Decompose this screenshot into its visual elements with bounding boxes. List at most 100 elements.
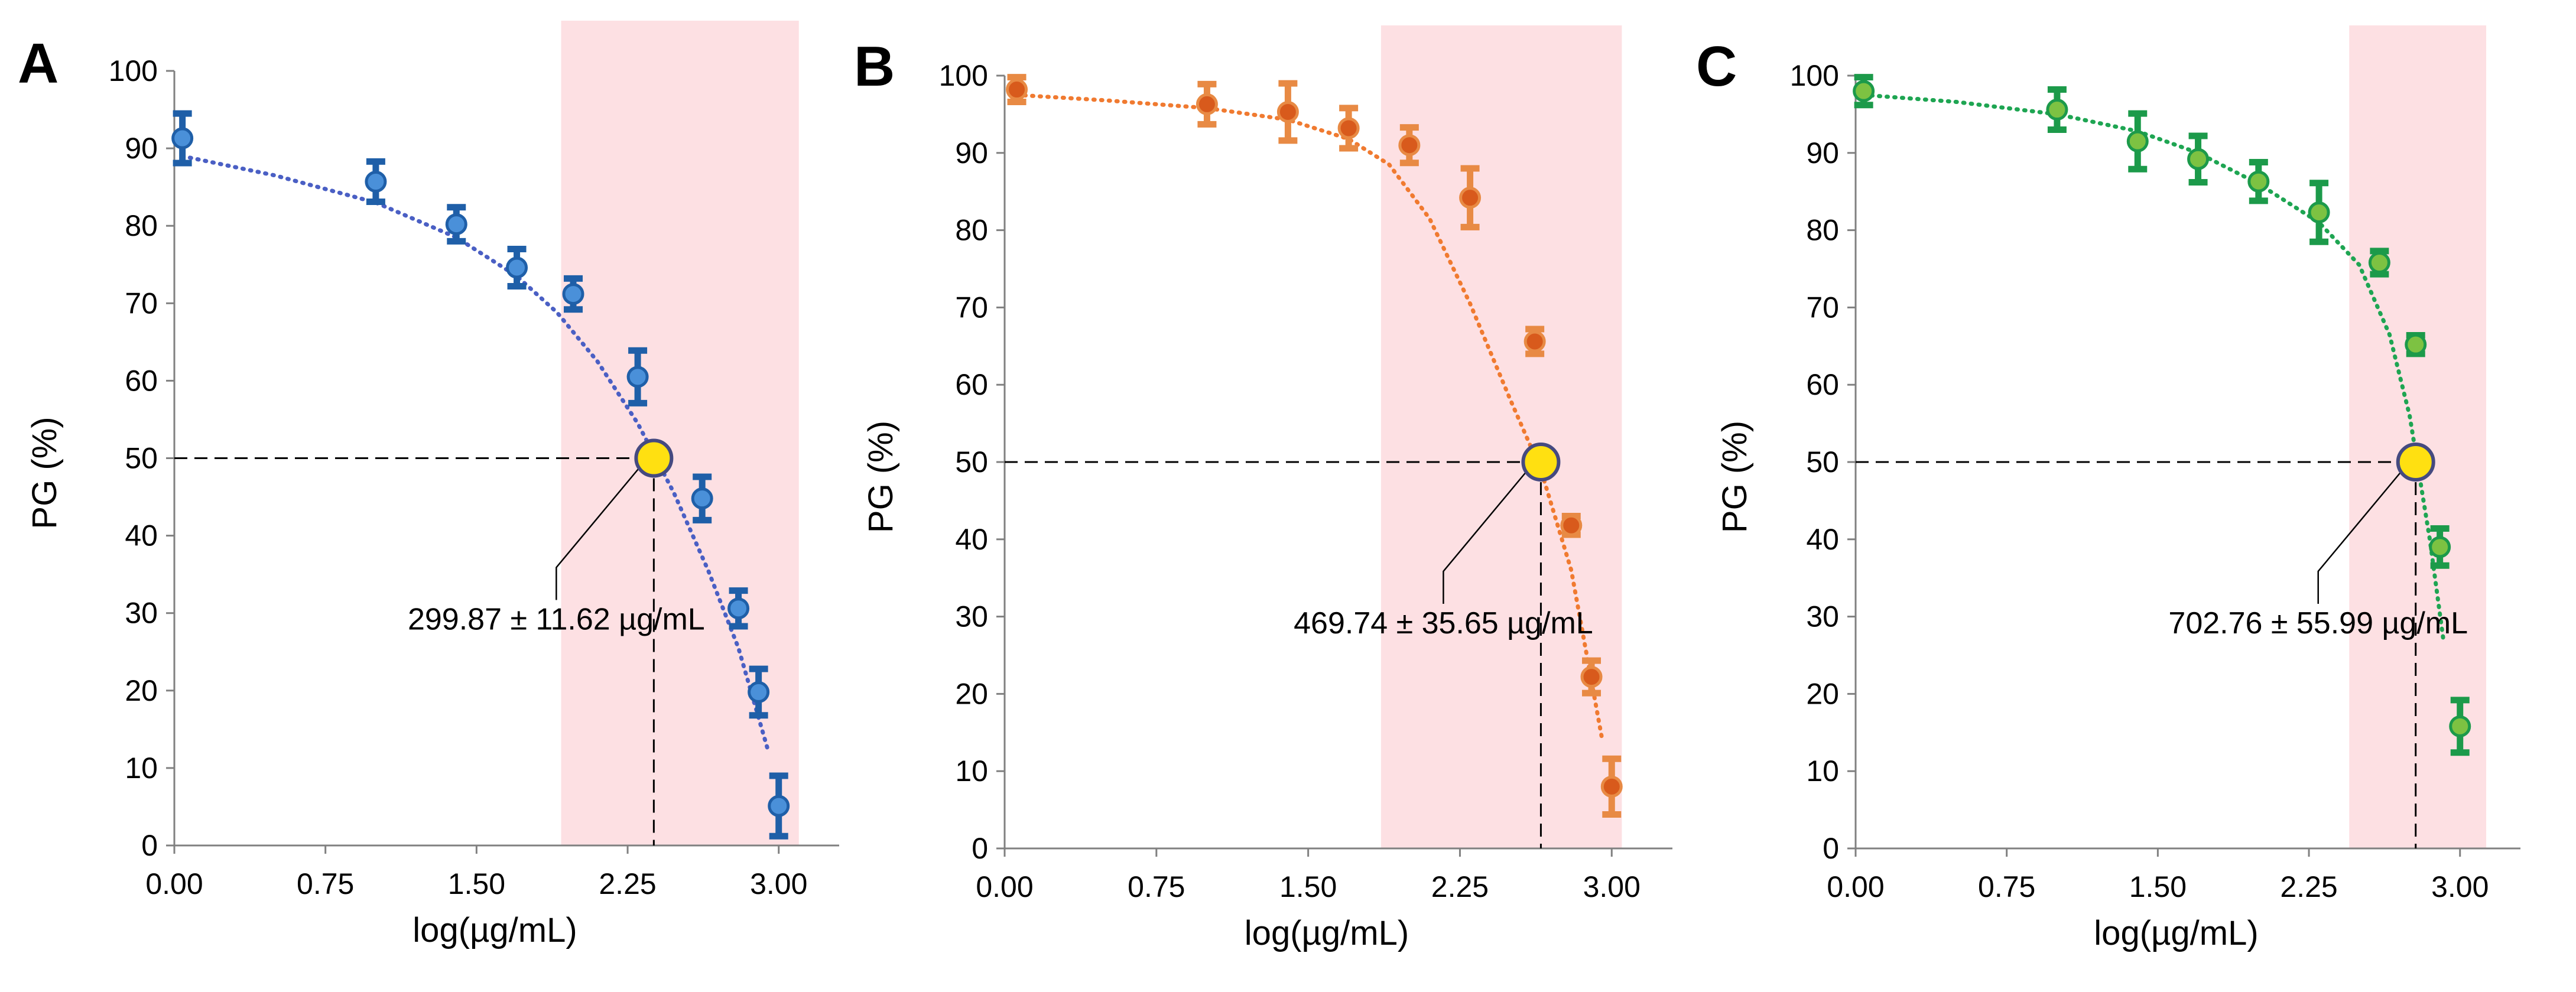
ic50-marker: [2396, 443, 2435, 482]
ic50-label: 299.87 ± 11.62 µg/mL: [408, 603, 705, 637]
data-point: [2187, 132, 2210, 186]
ic50-leader-line: [2317, 472, 2401, 604]
y-tick-label: 50: [955, 445, 988, 479]
x-tick-label: 0.00: [1827, 870, 1884, 903]
y-tick-label: 50: [125, 442, 158, 475]
x-tick-label: 3.00: [2431, 870, 2489, 903]
x-tick-label: 2.25: [599, 867, 656, 900]
panel-letter: A: [18, 32, 59, 95]
data-point: [727, 587, 750, 630]
data-marker: [1006, 79, 1028, 101]
data-point: [2046, 86, 2068, 134]
ic50-leader-line: [556, 468, 639, 600]
y-tick-label: 70: [125, 287, 158, 320]
y-tick-label: 70: [1806, 291, 1839, 324]
data-point: [2449, 697, 2471, 756]
x-tick-label: 0.00: [145, 867, 203, 900]
data-point: [2429, 525, 2451, 569]
data-point: [1853, 74, 1875, 109]
data-marker: [2187, 148, 2210, 170]
x-tick-label: 3.00: [750, 867, 807, 900]
y-tick-label: 50: [1806, 445, 1839, 479]
y-tick-label: 0: [1823, 832, 1839, 865]
data-marker: [1523, 330, 1546, 353]
y-tick-label: 0: [972, 832, 988, 865]
y-tick-label: 0: [141, 829, 158, 862]
data-marker: [1459, 187, 1482, 209]
y-tick-label: 70: [955, 291, 988, 324]
data-point: [691, 473, 713, 523]
data-marker: [1337, 117, 1360, 139]
y-axis-title: PG (%): [862, 421, 900, 533]
y-tick-label: 100: [939, 59, 988, 92]
y-tick-label: 80: [955, 214, 988, 247]
data-marker: [727, 597, 750, 620]
y-tick-label: 80: [125, 209, 158, 242]
data-marker: [626, 366, 649, 388]
data-point: [1459, 165, 1482, 230]
y-tick-label: 10: [125, 752, 158, 785]
data-point: [562, 275, 584, 313]
panel-letter: B: [854, 35, 895, 98]
panel-letter: C: [1696, 35, 1737, 98]
data-marker: [768, 795, 790, 817]
y-tick-label: 30: [955, 600, 988, 633]
y-tick-label: 40: [955, 523, 988, 556]
data-marker: [2368, 252, 2390, 274]
x-axis-title: log(µg/mL): [2094, 914, 2258, 952]
x-tick-label: 2.25: [2280, 870, 2337, 903]
x-tick-label: 1.50: [1279, 870, 1337, 903]
y-tick-label: 20: [125, 674, 158, 707]
y-axis-title: PG (%): [25, 417, 64, 529]
data-marker: [2126, 130, 2149, 152]
data-point: [768, 772, 790, 840]
y-tick-label: 100: [109, 54, 158, 87]
y-tick-label: 10: [955, 754, 988, 788]
panel-C: 0 10 20 30 40 50 60 70 80 90 100 0.00 0.75 1.50 2.25 3.…: [1696, 25, 2520, 952]
data-point: [1398, 124, 1421, 167]
data-point: [1600, 755, 1623, 818]
y-tick-label: 60: [125, 364, 158, 397]
data-marker: [691, 487, 713, 510]
data-marker: [1853, 80, 1875, 102]
highlight-region: [1380, 25, 1622, 848]
x-tick-label: 0.75: [297, 867, 354, 900]
data-point: [1337, 105, 1360, 152]
data-marker: [1398, 134, 1421, 157]
data-point: [365, 158, 387, 206]
ic50-marker: [1521, 443, 1561, 482]
data-marker: [1196, 93, 1218, 115]
fit-curve: [1862, 93, 2446, 646]
y-tick-label: 80: [1806, 214, 1839, 247]
y-tick-label: 10: [1806, 754, 1839, 788]
data-marker: [1580, 666, 1603, 688]
y-tick-label: 60: [1806, 368, 1839, 401]
data-point: [2126, 110, 2149, 173]
data-point: [1523, 326, 1546, 357]
x-tick-label: 2.25: [1431, 870, 1489, 903]
data-marker: [748, 681, 770, 703]
data-marker: [2449, 715, 2471, 737]
ic50-label: 469.74 ± 35.65 µg/mL: [1294, 606, 1593, 640]
highlight-region: [561, 21, 799, 845]
data-marker: [2046, 99, 2068, 121]
data-point: [2308, 180, 2330, 245]
y-tick-label: 90: [1806, 136, 1839, 170]
x-tick-label: 1.50: [2129, 870, 2187, 903]
panel-B: 0 10 20 30 40 50 60 70 80 90 100 0.00 0.75 1.50 2.25 3.…: [854, 25, 1672, 952]
x-tick-label: 1.50: [448, 867, 505, 900]
ic50-leader-line: [1443, 472, 1526, 604]
data-point: [445, 204, 467, 245]
y-tick-label: 100: [1790, 59, 1839, 92]
data-point: [626, 347, 649, 406]
x-axis-title: log(µg/mL): [1245, 914, 1409, 952]
data-marker: [2429, 536, 2451, 558]
y-tick-label: 20: [1806, 677, 1839, 710]
data-point: [748, 665, 770, 719]
data-marker: [562, 283, 584, 305]
data-marker: [2405, 333, 2427, 356]
data-point: [2405, 331, 2427, 357]
data-point: [171, 110, 194, 167]
panel-A: 0 10 20 30 40 50 60 70 80 90 100 0.00 0.75 1.50 2.25 3.…: [18, 21, 839, 949]
